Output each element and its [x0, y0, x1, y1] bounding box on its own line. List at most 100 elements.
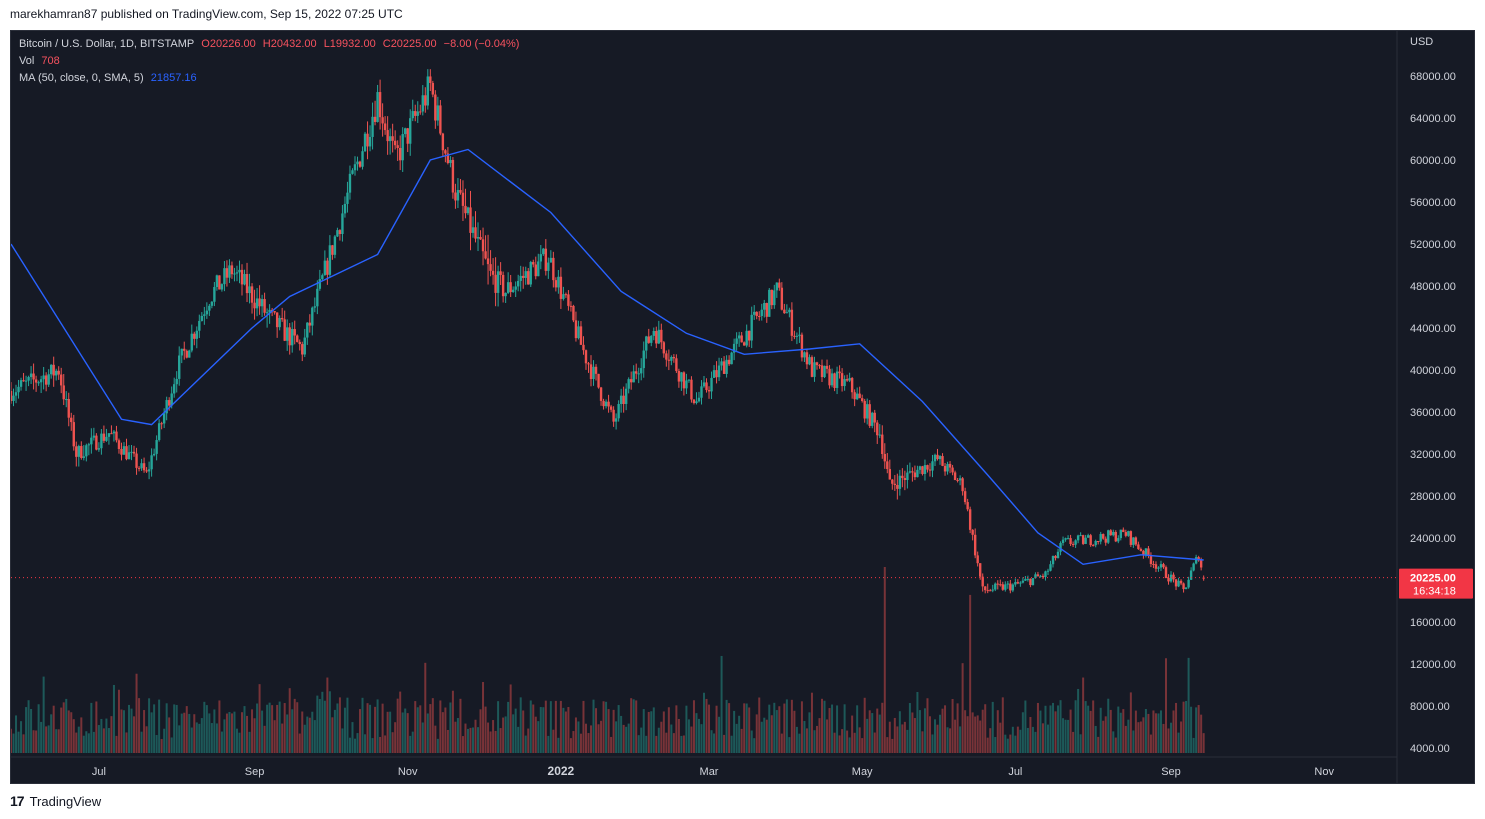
candle: [476, 237, 480, 239]
candle: [1102, 534, 1105, 539]
candle: [607, 401, 610, 407]
time-axis-tick: May: [852, 766, 873, 778]
volume-bar: [1180, 721, 1183, 753]
candle: [331, 245, 334, 255]
volume-bar: [364, 734, 367, 753]
volume-bar: [406, 713, 409, 753]
volume-bar: [522, 710, 525, 753]
candle: [173, 384, 176, 394]
candle: [54, 370, 58, 376]
volume-bar: [823, 700, 826, 753]
candle: [223, 268, 226, 285]
symbol-label[interactable]: Bitcoin / U.S. Dollar, 1D, BITSTAMP: [19, 38, 195, 50]
volume-bar: [1142, 717, 1145, 753]
volume-bar: [477, 727, 480, 753]
candle: [667, 359, 671, 361]
volume-bar: [969, 594, 972, 753]
volume-bar: [1089, 710, 1092, 753]
volume-bar: [263, 725, 266, 753]
candle: [695, 401, 698, 404]
volume-bar: [97, 725, 100, 753]
candle: [702, 382, 706, 387]
candle: [363, 133, 367, 152]
candle: [627, 379, 630, 389]
volume-bar: [552, 729, 555, 753]
volume-bar: [851, 715, 854, 753]
candle: [1019, 582, 1022, 584]
ma-label[interactable]: MA (50, close, 0, SMA, 5): [19, 72, 144, 84]
last-price-label: 20225.00: [1410, 573, 1456, 585]
volume-bar: [112, 684, 115, 753]
candle: [95, 435, 98, 450]
volume-bar: [1147, 713, 1150, 753]
candle: [913, 472, 917, 478]
volume-bar: [482, 682, 485, 753]
candle: [1014, 582, 1017, 585]
volume-bar: [878, 714, 881, 753]
volume-bar: [539, 707, 542, 753]
volume-bar: [645, 735, 648, 753]
tradingview-footer[interactable]: 17 TradingView: [10, 793, 101, 809]
candle: [49, 364, 53, 375]
candle: [700, 386, 703, 398]
candle: [516, 280, 520, 287]
candle: [660, 329, 663, 343]
volume-bar: [768, 704, 771, 753]
candle: [898, 475, 902, 489]
candle: [301, 344, 304, 355]
price-axis-tick: 12000.00: [1410, 659, 1456, 671]
time-axis-tick: 2022: [548, 764, 575, 778]
volume-bar: [831, 704, 834, 753]
volume-bar: [763, 717, 766, 753]
volume-bar: [740, 728, 743, 753]
candle: [24, 380, 28, 382]
volume-bar: [25, 707, 28, 753]
candle: [1157, 567, 1160, 569]
candle: [928, 469, 932, 471]
candle: [1117, 538, 1120, 542]
chart-svg[interactable]: USD 68000.00 64000.00 60000.00 56000.00 52000…: [11, 31, 1475, 784]
volume-bar: [210, 723, 213, 753]
volume-bar: [253, 718, 256, 753]
volume-bar: [248, 731, 251, 753]
candle: [780, 287, 784, 310]
volume-bar: [848, 737, 851, 753]
candle: [720, 361, 723, 366]
volume-bar: [140, 731, 143, 753]
volume-bar: [758, 697, 761, 753]
volume-bar: [813, 730, 816, 753]
candle: [645, 336, 648, 351]
time-axis-tick: Nov: [1314, 766, 1334, 778]
volume-bar: [748, 707, 751, 753]
candle: [188, 350, 191, 358]
candle: [888, 469, 892, 480]
candle: [1079, 535, 1082, 537]
candle: [451, 159, 455, 193]
candle: [1097, 541, 1100, 543]
candle: [436, 105, 440, 121]
volume-bar: [223, 719, 226, 753]
candle: [336, 230, 339, 237]
volume-bar: [770, 715, 773, 753]
volume-bar: [333, 709, 336, 753]
volume-bar: [718, 716, 721, 753]
volume-label[interactable]: Vol: [19, 55, 35, 67]
candle: [107, 433, 111, 437]
candle: [429, 76, 432, 83]
candle: [406, 128, 409, 144]
candle: [162, 413, 166, 424]
candle: [87, 444, 91, 446]
candle: [348, 173, 352, 193]
volume-bar: [1172, 710, 1175, 753]
chart-pane[interactable]: USD 68000.00 64000.00 60000.00 56000.00 52000…: [10, 30, 1475, 784]
candle: [208, 305, 211, 311]
candle: [1051, 555, 1055, 565]
volume-bar: [55, 729, 58, 753]
volume-bar: [743, 703, 746, 753]
volume-bar: [268, 702, 271, 753]
candle: [321, 275, 324, 280]
volume-bar: [605, 701, 608, 753]
candle: [115, 431, 118, 441]
volume-bar: [579, 733, 582, 753]
volume-bar: [479, 709, 482, 753]
